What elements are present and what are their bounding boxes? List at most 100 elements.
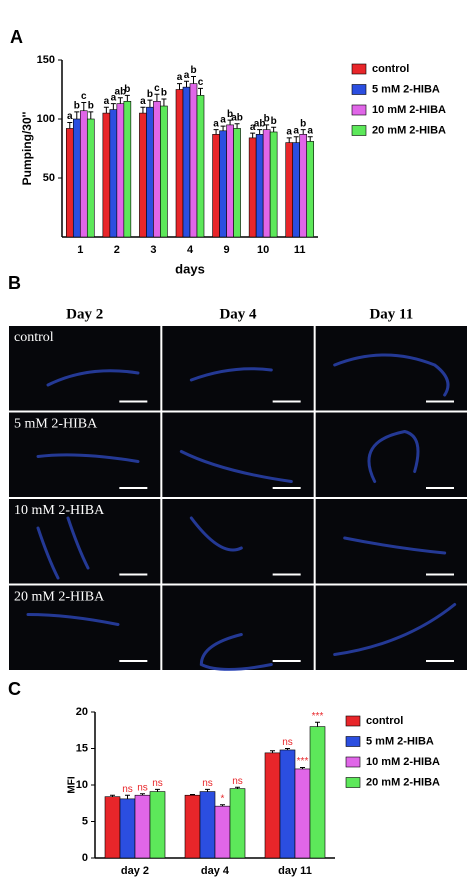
error-bar bbox=[220, 804, 225, 807]
significance-label: b bbox=[147, 89, 153, 100]
legend-swatch bbox=[345, 756, 361, 768]
x-tick-label: 4 bbox=[187, 244, 194, 256]
error-bar bbox=[205, 788, 210, 792]
error-bar bbox=[125, 794, 130, 799]
significance-label: a bbox=[184, 70, 190, 81]
legend-label: control bbox=[372, 63, 409, 75]
worm bbox=[343, 536, 447, 555]
micrograph bbox=[315, 499, 467, 584]
panel-label: C bbox=[8, 679, 21, 699]
bar bbox=[102, 112, 111, 238]
error-bar bbox=[234, 123, 240, 129]
error-bar bbox=[184, 80, 189, 88]
micrograph bbox=[9, 326, 161, 411]
error-bar bbox=[315, 721, 320, 727]
bar bbox=[196, 95, 205, 238]
error-bar bbox=[67, 122, 73, 129]
bar bbox=[285, 142, 294, 238]
bar bbox=[212, 134, 220, 238]
significance-label: b bbox=[124, 84, 130, 95]
error-bar bbox=[154, 93, 160, 102]
error-bar bbox=[213, 129, 219, 135]
y-axis-label: Pumping/30'' bbox=[20, 111, 34, 185]
bar bbox=[79, 110, 88, 238]
significance-label: ns bbox=[152, 778, 163, 789]
error-bar bbox=[110, 794, 115, 797]
column-label: Day 11 bbox=[369, 306, 413, 322]
error-bar bbox=[74, 111, 80, 119]
worm bbox=[367, 429, 420, 483]
panel-label: B bbox=[8, 273, 21, 293]
significance-label: b bbox=[300, 118, 306, 129]
x-tick-label: 11 bbox=[294, 244, 306, 256]
error-bar bbox=[300, 766, 305, 769]
bar bbox=[86, 118, 95, 238]
bar bbox=[226, 124, 234, 238]
error-bar bbox=[155, 788, 160, 792]
error-bar bbox=[285, 748, 290, 750]
legend-label: 5 mM 2-HIBA bbox=[366, 735, 434, 747]
significance-label: * bbox=[221, 793, 225, 804]
worm bbox=[36, 516, 90, 580]
y-tick-label: 0 bbox=[82, 852, 88, 864]
significance-label: a bbox=[286, 127, 292, 138]
bar bbox=[160, 105, 168, 238]
significance-label: a bbox=[104, 96, 110, 107]
row-label: 20 mM 2-HIBA bbox=[14, 590, 105, 605]
row-label: 5 mM 2-HIBA bbox=[14, 417, 98, 432]
significance-label: a bbox=[307, 125, 313, 136]
legend-swatch bbox=[345, 736, 361, 747]
error-bar bbox=[117, 97, 123, 104]
error-bar bbox=[264, 124, 270, 130]
micrograph bbox=[162, 499, 314, 584]
significance-label: b bbox=[190, 65, 196, 76]
bar bbox=[309, 726, 326, 859]
error-bar bbox=[227, 119, 233, 125]
significance-label: b bbox=[161, 88, 167, 99]
error-bar bbox=[140, 793, 145, 796]
y-tick-label: 5 bbox=[82, 815, 88, 827]
significance-label: a bbox=[140, 96, 146, 107]
error-bar bbox=[198, 87, 203, 96]
legend-label: 5 mM 2-HIBA bbox=[372, 83, 440, 95]
bar bbox=[269, 131, 278, 238]
significance-label: b bbox=[227, 109, 233, 120]
significance-label: ns bbox=[137, 782, 148, 793]
y-tick-label: 50 bbox=[43, 172, 55, 184]
bar bbox=[219, 130, 227, 238]
bar bbox=[139, 112, 147, 238]
error-bar bbox=[271, 126, 277, 132]
bar bbox=[175, 89, 184, 238]
x-tick-label: 9 bbox=[224, 244, 230, 256]
worm bbox=[26, 613, 120, 626]
error-bar bbox=[270, 750, 275, 753]
y-tick-label: 10 bbox=[76, 779, 88, 791]
worm bbox=[189, 516, 243, 552]
significance-label: b bbox=[88, 101, 94, 112]
bar bbox=[72, 118, 81, 238]
legend-swatch bbox=[351, 84, 367, 95]
x-tick-label: 3 bbox=[150, 244, 156, 256]
significance-label: *** bbox=[297, 756, 309, 767]
bar bbox=[248, 137, 257, 238]
significance-label: ab bbox=[115, 86, 127, 97]
significance-label: c bbox=[198, 77, 204, 88]
legend-swatch bbox=[345, 715, 361, 727]
legend-swatch bbox=[351, 63, 367, 75]
bar bbox=[279, 749, 296, 859]
x-tick-label: day 4 bbox=[201, 865, 230, 877]
x-tick-label: day 2 bbox=[121, 865, 149, 877]
significance-label: a bbox=[67, 111, 73, 122]
significance-label: a bbox=[220, 115, 226, 126]
bar bbox=[123, 101, 132, 238]
worm bbox=[333, 603, 457, 656]
legend-label: 10 mM 2-HIBA bbox=[366, 756, 440, 768]
error-bar bbox=[140, 106, 146, 114]
bar bbox=[134, 794, 151, 859]
error-bar bbox=[286, 137, 292, 143]
bar bbox=[182, 86, 191, 238]
significance-label: ns bbox=[282, 737, 293, 748]
micrograph bbox=[162, 585, 314, 670]
worm bbox=[189, 367, 273, 382]
